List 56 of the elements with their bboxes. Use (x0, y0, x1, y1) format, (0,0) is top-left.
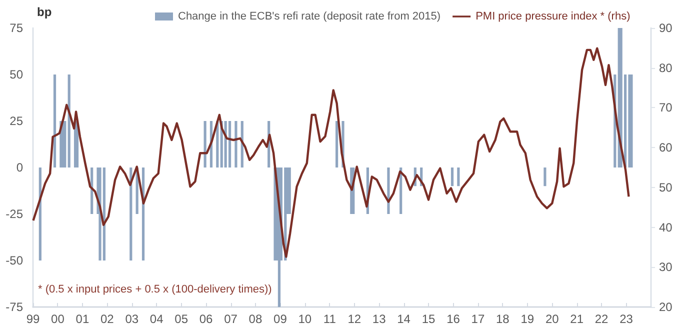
y2-tick-label: 80 (659, 60, 673, 75)
x-tick-label: 07 (224, 312, 238, 326)
y2-tick-label: 70 (659, 100, 673, 115)
x-tick-label: 03 (125, 312, 139, 326)
y-tick-label: 25 (10, 114, 24, 128)
x-tick-label: 99 (26, 312, 40, 326)
y-tick-label: -25 (6, 207, 24, 221)
x-tick-label: 04 (150, 312, 164, 326)
y-axis-title: bp (37, 5, 52, 19)
x-tick-label: 17 (471, 312, 485, 326)
x-tick-label: 22 (594, 312, 609, 326)
x-tick-label: 12 (348, 312, 362, 326)
x-tick-label: 23 (620, 312, 634, 326)
bar (387, 168, 390, 214)
y-tick-label: -75 (6, 300, 24, 314)
annotation: * (0.5 x input prices + 0.5 x (100-delivery times)) (38, 284, 272, 296)
bar (457, 168, 460, 186)
bar (544, 168, 546, 186)
bar (450, 168, 454, 186)
y-tick-label: 50 (10, 68, 24, 82)
x-tick-label: 05 (174, 312, 188, 326)
x-tick-label: 18 (496, 312, 510, 326)
y-tick-label: 0 (16, 160, 24, 174)
x-tick-label: 08 (248, 312, 262, 326)
x-tick-label: 15 (422, 312, 436, 326)
x-tick-label: 19 (520, 312, 534, 326)
y2-tick-label: 90 (659, 21, 673, 35)
y2-tick-label: 20 (659, 300, 673, 314)
bar (228, 121, 232, 168)
x-tick-label: 02 (100, 312, 114, 326)
x-tick-label: 16 (446, 312, 460, 326)
x-tick-label: 14 (397, 312, 411, 326)
line-series (32, 47, 630, 258)
x-tick-label: 10 (298, 312, 312, 326)
legend-label: PMI price pressure index * (rhs) (476, 10, 630, 22)
y-tick-label: 75 (10, 21, 24, 35)
bar (204, 121, 206, 168)
x-tick-label: 06 (199, 312, 214, 326)
bar (102, 168, 106, 260)
x-tick-label: 13 (372, 312, 386, 326)
x-tick-label: 01 (76, 312, 90, 326)
bar (53, 74, 56, 168)
x-tick-label: 20 (545, 312, 560, 326)
y2-tick-label: 60 (659, 140, 673, 155)
x-tick-label: 09 (274, 312, 288, 326)
y-tick-label: -50 (6, 254, 24, 268)
x-tick-label: 11 (323, 312, 336, 326)
y2-tick-label: 30 (659, 260, 673, 274)
x-tick-label: 21 (570, 312, 584, 326)
bar (130, 168, 132, 260)
y2-tick-label: 50 (659, 180, 673, 194)
legend-label: Change in the ECB's refi rate (deposit rate from 2015) (178, 10, 441, 22)
bar (336, 121, 338, 168)
x-tick-label: 00 (51, 312, 65, 326)
bar (234, 121, 238, 168)
y2-tick-label: 40 (659, 220, 673, 234)
